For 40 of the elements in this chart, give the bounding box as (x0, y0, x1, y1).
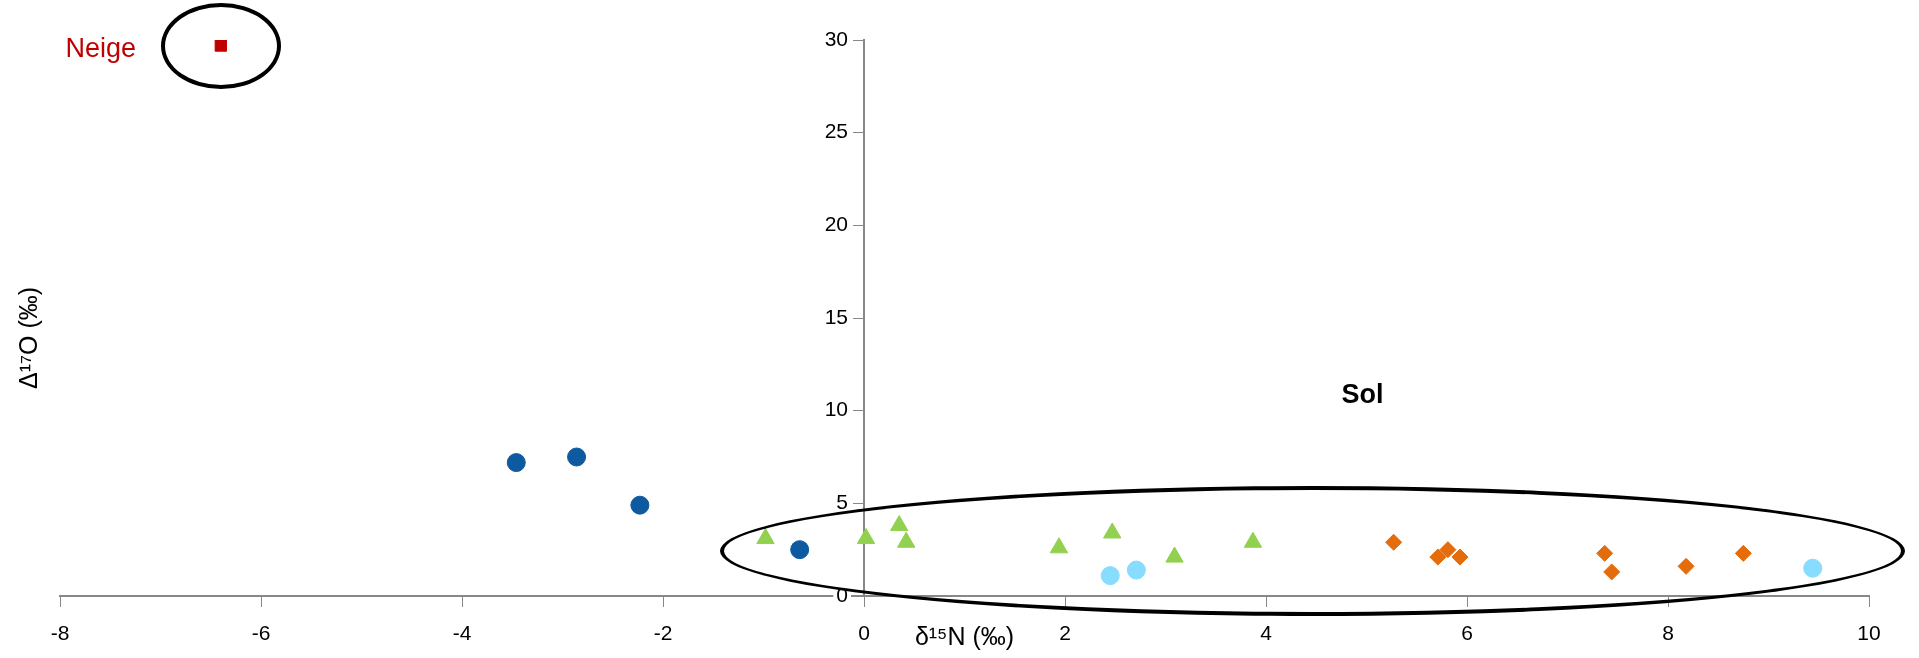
point (1049, 537, 1069, 554)
x-tick-label: -2 (653, 621, 673, 645)
x-tick-label: -4 (452, 621, 472, 645)
point (1677, 557, 1695, 575)
x-tick-label: 2 (1059, 621, 1071, 645)
y-tick-label: 15 (824, 304, 848, 328)
x-tick-label: -8 (50, 621, 70, 645)
y-tick-label: 10 (824, 397, 848, 421)
point (856, 528, 876, 545)
y-tick-label: 25 (824, 119, 848, 143)
x-tick-label: -6 (251, 621, 271, 645)
annotation: Neige (65, 33, 137, 64)
x-tick-label: 4 (1260, 621, 1273, 645)
point (214, 40, 227, 52)
x-tick-label: 0 (858, 621, 870, 645)
point (567, 447, 587, 467)
point (890, 515, 909, 532)
x-tick-label: 6 (1461, 621, 1473, 645)
point (1596, 544, 1614, 562)
point (1385, 533, 1403, 551)
point (1439, 541, 1457, 559)
point (790, 540, 810, 560)
point (1803, 558, 1823, 578)
point (630, 495, 650, 515)
point (1100, 566, 1120, 586)
y-tick-label: 30 (824, 26, 848, 50)
y-axis-title: Δ¹⁷O (‰) (13, 286, 42, 390)
point (1451, 548, 1469, 566)
point (1126, 560, 1146, 580)
point (1734, 544, 1752, 562)
point (506, 453, 526, 473)
y-tick-label: 5 (836, 490, 848, 514)
x-tick-label: 10 (1857, 621, 1881, 645)
annotation: Sol (1341, 379, 1384, 410)
point (1429, 548, 1447, 566)
x-axis-title: δ¹⁵N (‰) (914, 621, 1015, 650)
point (756, 528, 775, 545)
point (1603, 563, 1621, 581)
x-tick-label: 8 (1662, 621, 1674, 645)
y-tick-label: 20 (824, 212, 848, 236)
